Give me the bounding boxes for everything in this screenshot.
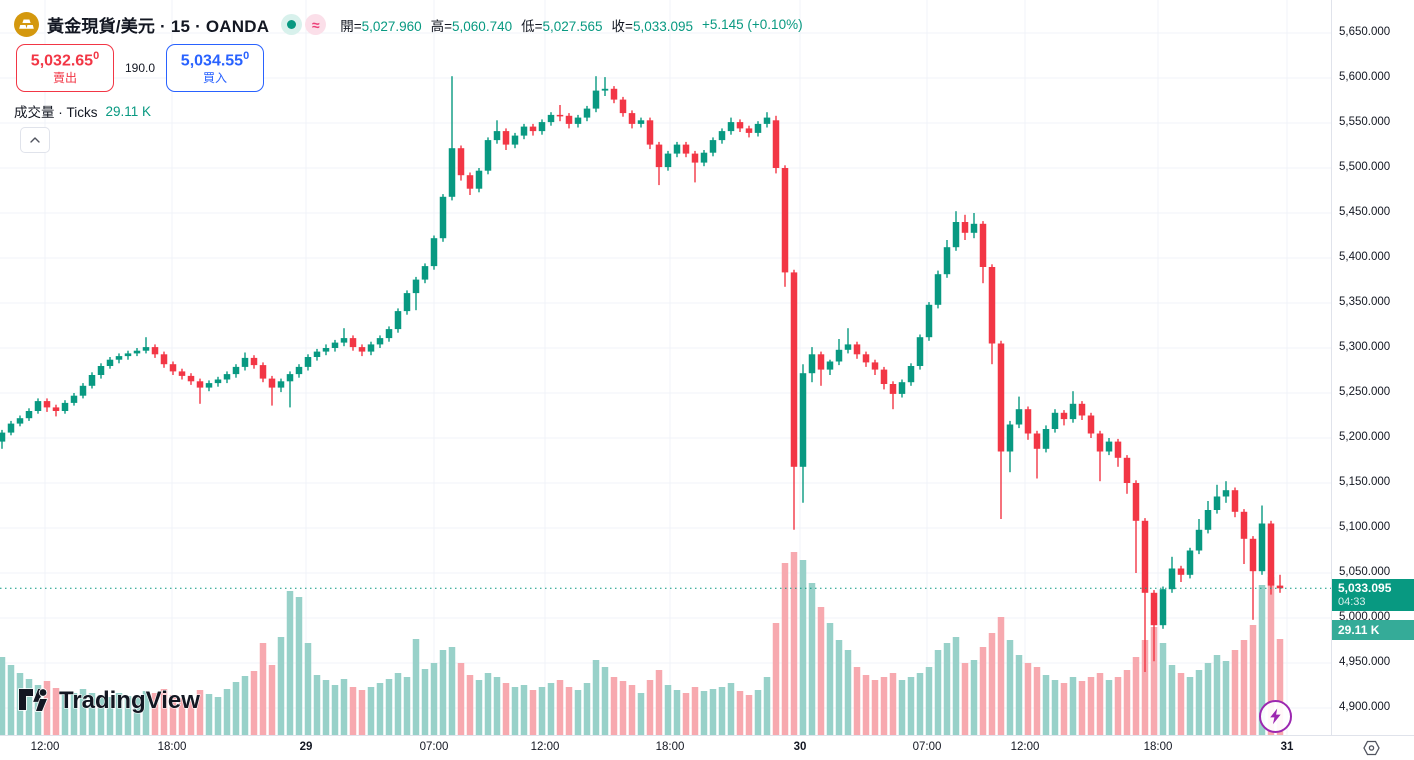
bar-countdown: 04:33 xyxy=(1338,596,1366,609)
price-tick-label: 5,350.000 xyxy=(1339,296,1391,308)
quote-panel: 5,032.650 賣出 190.0 5,034.550 買入 xyxy=(16,44,264,92)
symbol-legend: 黃金現貨/美元 · 15 · OANDA ≈ 開=5,027.960 高=5,0… xyxy=(14,12,803,37)
time-tick-label: 18:00 xyxy=(1143,741,1173,753)
price-tick-label: 5,300.000 xyxy=(1339,341,1391,353)
price-tick-label: 5,650.000 xyxy=(1339,26,1391,38)
price-tick-label: 5,450.000 xyxy=(1339,206,1391,218)
high-value: 5,060.740 xyxy=(452,18,513,34)
volume-indicator-legend: 成交量 · Ticks 29.11 K xyxy=(14,101,151,121)
change-value: +5.145 (+0.10%) xyxy=(702,17,803,32)
lightning-button[interactable] xyxy=(1259,700,1292,733)
price-tick-label: 5,100.000 xyxy=(1339,521,1391,533)
price-tick-label: 5,200.000 xyxy=(1339,431,1391,443)
delayed-data-icon[interactable]: ≈ xyxy=(305,14,327,35)
date-tick-label: 29 xyxy=(299,741,313,753)
symbol-title[interactable]: 黃金現貨/美元 · 15 · OANDA xyxy=(47,17,270,36)
buy-button[interactable]: 5,034.550 買入 xyxy=(166,44,264,92)
collapse-legend-button[interactable] xyxy=(20,127,50,153)
current-price-label: 5,033.095 04:33 xyxy=(1332,579,1414,612)
price-axis[interactable]: 5,033.095 04:33 29.11 K 5,650.000 5,600.0… xyxy=(1331,0,1414,735)
price-tick-label: 5,000.000 xyxy=(1339,611,1391,623)
price-tick-label: 5,150.000 xyxy=(1339,476,1391,488)
chevron-up-icon xyxy=(30,137,40,143)
current-volume-label: 29.11 K xyxy=(1332,620,1414,641)
gold-symbol-icon xyxy=(14,12,39,37)
price-tick-label: 4,900.000 xyxy=(1339,701,1391,713)
time-tick-label: 12:00 xyxy=(30,741,60,753)
session-settings-icon[interactable] xyxy=(1362,739,1381,760)
time-tick-label: 18:00 xyxy=(655,741,685,753)
lightning-icon xyxy=(1270,708,1281,725)
price-tick-label: 5,550.000 xyxy=(1339,116,1391,128)
low-value: 5,027.565 xyxy=(542,18,603,34)
tradingview-mark-icon xyxy=(18,688,49,712)
close-value: 5,033.095 xyxy=(632,18,693,34)
price-tick-label: 5,500.000 xyxy=(1339,161,1391,173)
tradingview-logo[interactable]: TradingView xyxy=(18,686,237,714)
open-value: 5,027.960 xyxy=(361,18,422,34)
tradingview-wordmark: TradingView xyxy=(59,686,201,714)
price-tick-label: 5,400.000 xyxy=(1339,251,1391,263)
ohlc-values: 開=5,027.960 高=5,060.740 低=5,027.565 收=5,… xyxy=(340,17,803,34)
price-tick-label: 4,950.000 xyxy=(1339,656,1391,668)
svg-text:TradingView: TradingView xyxy=(59,687,200,714)
time-tick-label: 12:00 xyxy=(1010,741,1040,753)
volume-indicator-value: 29.11 K xyxy=(105,103,152,119)
date-tick-label: 31 xyxy=(1280,741,1294,753)
price-tick-label: 5,250.000 xyxy=(1339,386,1391,398)
time-tick-label: 07:00 xyxy=(419,741,449,753)
market-open-dot-icon[interactable] xyxy=(281,14,303,35)
price-tick-label: 5,050.000 xyxy=(1339,566,1391,578)
candlestick-chart[interactable] xyxy=(0,0,1331,735)
time-axis[interactable]: 12:00 18:00 29 07:00 12:00 18:00 30 07:00 12:00 1… xyxy=(0,735,1414,760)
date-tick-label: 30 xyxy=(793,741,807,753)
time-tick-label: 07:00 xyxy=(912,741,942,753)
price-tick-label: 5,600.000 xyxy=(1339,71,1391,83)
time-tick-label: 18:00 xyxy=(157,741,187,753)
time-tick-label: 12:00 xyxy=(530,741,560,753)
chart-pane[interactable] xyxy=(0,0,1331,735)
sell-button[interactable]: 5,032.650 賣出 xyxy=(16,44,114,92)
volume-indicator-label[interactable]: 成交量 · Ticks xyxy=(14,105,98,120)
spread-value: 190.0 xyxy=(124,61,156,75)
